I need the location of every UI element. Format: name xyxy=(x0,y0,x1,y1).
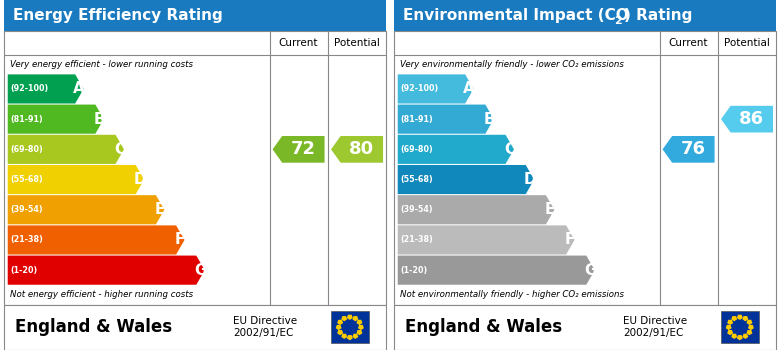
Text: B: B xyxy=(94,112,105,127)
Text: E: E xyxy=(154,202,165,217)
Polygon shape xyxy=(398,195,555,224)
Text: Very energy efficient - lower running costs: Very energy efficient - lower running co… xyxy=(9,60,193,69)
Polygon shape xyxy=(721,106,773,133)
Text: 80: 80 xyxy=(349,140,374,158)
Polygon shape xyxy=(398,74,473,104)
Text: (21-38): (21-38) xyxy=(401,236,434,244)
Text: Current: Current xyxy=(278,38,318,48)
Text: D: D xyxy=(133,172,146,187)
FancyBboxPatch shape xyxy=(394,304,776,350)
Text: F: F xyxy=(565,232,575,247)
Polygon shape xyxy=(398,105,494,134)
Text: Very environmentally friendly - lower CO₂ emissions: Very environmentally friendly - lower CO… xyxy=(399,60,623,69)
Text: EU Directive
2002/91/EC: EU Directive 2002/91/EC xyxy=(623,316,687,338)
Polygon shape xyxy=(8,165,144,194)
Text: (39-54): (39-54) xyxy=(401,205,434,214)
Text: England & Wales: England & Wales xyxy=(406,318,562,336)
Text: (1-20): (1-20) xyxy=(401,266,428,275)
Text: C: C xyxy=(504,142,515,157)
Polygon shape xyxy=(8,256,204,285)
Text: (69-80): (69-80) xyxy=(401,145,434,154)
Text: Environmental Impact (CO: Environmental Impact (CO xyxy=(403,8,629,23)
Text: Not environmentally friendly - higher CO₂ emissions: Not environmentally friendly - higher CO… xyxy=(399,290,624,299)
Text: 86: 86 xyxy=(739,110,764,128)
FancyBboxPatch shape xyxy=(394,31,776,304)
Text: G: G xyxy=(194,262,207,278)
Text: D: D xyxy=(523,172,536,187)
Text: (55-68): (55-68) xyxy=(401,175,434,184)
Text: (69-80): (69-80) xyxy=(11,145,44,154)
FancyBboxPatch shape xyxy=(4,31,386,304)
Text: ) Rating: ) Rating xyxy=(624,8,693,23)
FancyBboxPatch shape xyxy=(4,0,386,31)
Polygon shape xyxy=(8,135,124,164)
Polygon shape xyxy=(662,136,714,163)
Text: A: A xyxy=(73,82,85,97)
Text: A: A xyxy=(463,82,475,97)
Text: C: C xyxy=(114,142,125,157)
Text: (81-91): (81-91) xyxy=(401,115,434,124)
Text: EU Directive
2002/91/EC: EU Directive 2002/91/EC xyxy=(233,316,297,338)
Text: E: E xyxy=(544,202,555,217)
Polygon shape xyxy=(398,165,534,194)
Bar xyxy=(331,312,369,343)
Polygon shape xyxy=(331,136,383,163)
Text: England & Wales: England & Wales xyxy=(16,318,172,336)
Text: 72: 72 xyxy=(291,140,316,158)
Text: F: F xyxy=(175,232,185,247)
Text: (1-20): (1-20) xyxy=(11,266,38,275)
Polygon shape xyxy=(398,256,594,285)
Text: G: G xyxy=(584,262,597,278)
Text: Potential: Potential xyxy=(724,38,770,48)
Text: B: B xyxy=(484,112,495,127)
Text: 2: 2 xyxy=(614,16,622,26)
Bar xyxy=(721,312,759,343)
Text: Potential: Potential xyxy=(334,38,380,48)
Text: (21-38): (21-38) xyxy=(11,236,44,244)
Text: (81-91): (81-91) xyxy=(11,115,44,124)
Text: (39-54): (39-54) xyxy=(11,205,44,214)
FancyBboxPatch shape xyxy=(4,304,386,350)
Polygon shape xyxy=(8,225,185,254)
Text: Current: Current xyxy=(668,38,708,48)
Polygon shape xyxy=(398,225,575,254)
Polygon shape xyxy=(8,195,165,224)
Text: Energy Efficiency Rating: Energy Efficiency Rating xyxy=(13,8,223,23)
Polygon shape xyxy=(272,136,324,163)
Text: (92-100): (92-100) xyxy=(401,84,439,93)
Polygon shape xyxy=(8,105,104,134)
FancyBboxPatch shape xyxy=(394,0,776,31)
Text: (55-68): (55-68) xyxy=(11,175,44,184)
Text: 76: 76 xyxy=(681,140,706,158)
Polygon shape xyxy=(398,135,514,164)
Text: Not energy efficient - higher running costs: Not energy efficient - higher running co… xyxy=(9,290,193,299)
Text: (92-100): (92-100) xyxy=(11,84,49,93)
Polygon shape xyxy=(8,74,83,104)
